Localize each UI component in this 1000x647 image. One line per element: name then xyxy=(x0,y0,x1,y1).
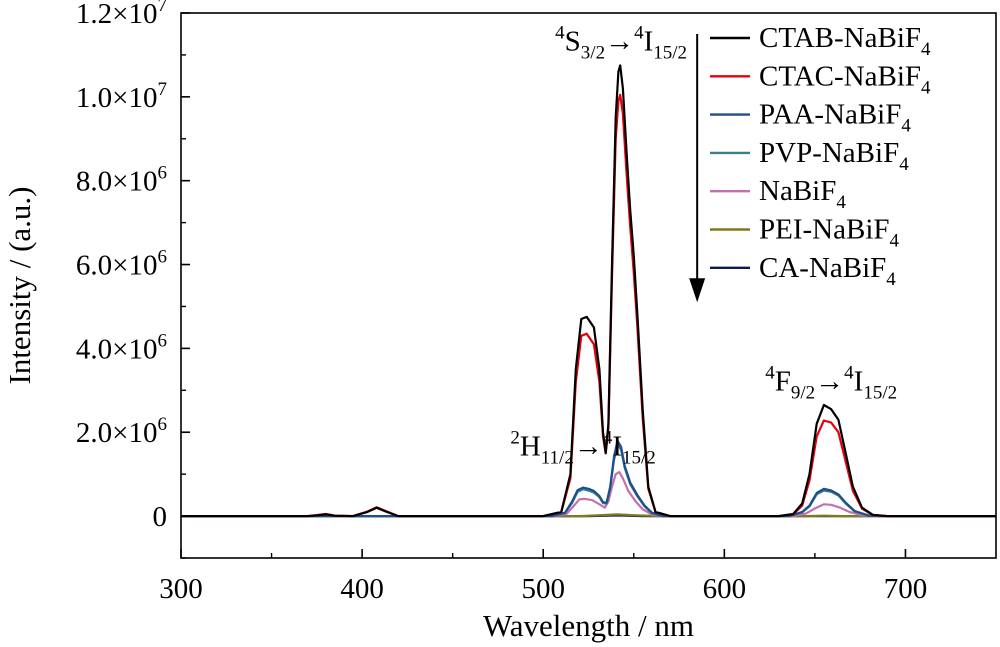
legend-label: CA-NaBiF4 xyxy=(759,252,896,290)
transition-label: 2H11/2→4I15/2 xyxy=(510,427,655,468)
transition-label: 4S3/2→4I15/2 xyxy=(555,23,687,64)
series-line xyxy=(181,64,996,518)
x-tick-label: 600 xyxy=(703,573,747,605)
y-tick-label: 1.2×107 xyxy=(76,0,167,30)
x-tick-label: 700 xyxy=(884,573,928,605)
transition-annotations: 4S3/2→4I15/2 2H11/2→4I15/2 4F9/2→4I15/2 xyxy=(510,23,897,469)
y-tick-label: 6.0×106 xyxy=(76,247,167,282)
x-tick-label: 300 xyxy=(159,573,203,605)
x-axis-title: Wavelength / nm xyxy=(483,608,694,643)
y-tick-label: 8.0×106 xyxy=(76,163,167,198)
legend-label: PEI-NaBiF4 xyxy=(759,214,900,252)
y-tick-label: 4.0×106 xyxy=(76,330,167,365)
y-tick-label: 0 xyxy=(153,501,168,533)
plot-frame xyxy=(180,12,997,559)
y-tick-label: 1.0×107 xyxy=(76,79,167,114)
x-tick-label: 500 xyxy=(521,573,565,605)
legend-label: CTAC-NaBiF4 xyxy=(759,60,931,98)
arrow-head xyxy=(689,278,706,303)
decreasing-intensity-arrow xyxy=(689,33,706,303)
legend-label: PVP-NaBiF4 xyxy=(759,137,909,175)
x-axis: 300 400 500 600 700 xyxy=(159,549,927,605)
legend-label: CTAB-NaBiF4 xyxy=(759,22,931,60)
legend-label: NaBiF4 xyxy=(759,175,846,213)
y-tick-label: 2.0×106 xyxy=(76,414,167,449)
transition-label: 4F9/2→4I15/2 xyxy=(765,362,897,403)
plot-series-group xyxy=(181,64,996,518)
legend-label: PAA-NaBiF4 xyxy=(759,99,911,137)
y-axis: 0 2.0×106 4.0×106 6.0×106 8.0×106 1.0×107 1.2×… xyxy=(76,0,190,559)
x-tick-label: 400 xyxy=(340,573,384,605)
y-axis-title: Intensity / (a.u.) xyxy=(2,186,37,384)
series-line xyxy=(181,471,996,518)
series-line xyxy=(181,439,996,518)
legend: CTAB-NaBiF4CTAC-NaBiF4PAA-NaBiF4PVP-NaBi… xyxy=(710,22,931,290)
series-line xyxy=(181,513,996,518)
